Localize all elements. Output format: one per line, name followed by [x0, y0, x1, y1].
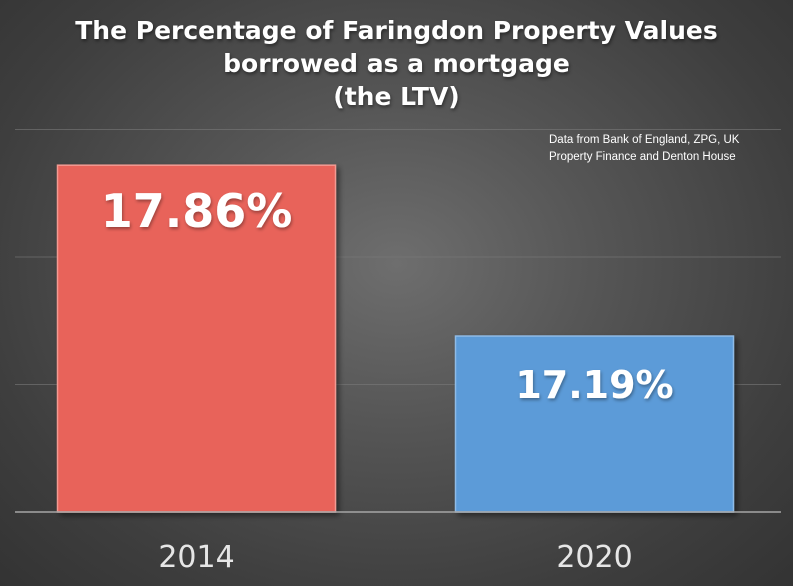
data-source-line-1: Data from Bank of England, ZPG, UK	[549, 134, 740, 146]
data-source-note: Data from Bank of England, ZPG, UK Prope…	[549, 132, 779, 166]
x-tick-label-2020: 2020	[556, 540, 632, 575]
data-label-2020: 17.19%	[515, 363, 673, 407]
chart-title: The Percentage of Faringdon Property Val…	[0, 14, 793, 113]
chart-title-line-3: (the LTV)	[333, 82, 460, 111]
data-source-line-2: Property Finance and Denton House	[549, 151, 736, 163]
chart-title-line-2: borrowed as a mortgage	[223, 49, 570, 78]
bar-2014	[56, 164, 337, 513]
x-tick-label-2014: 2014	[158, 540, 234, 575]
bar-2020	[454, 335, 735, 513]
chart-title-line-1: The Percentage of Faringdon Property Val…	[75, 16, 718, 45]
data-label-2014: 17.86%	[101, 184, 293, 238]
